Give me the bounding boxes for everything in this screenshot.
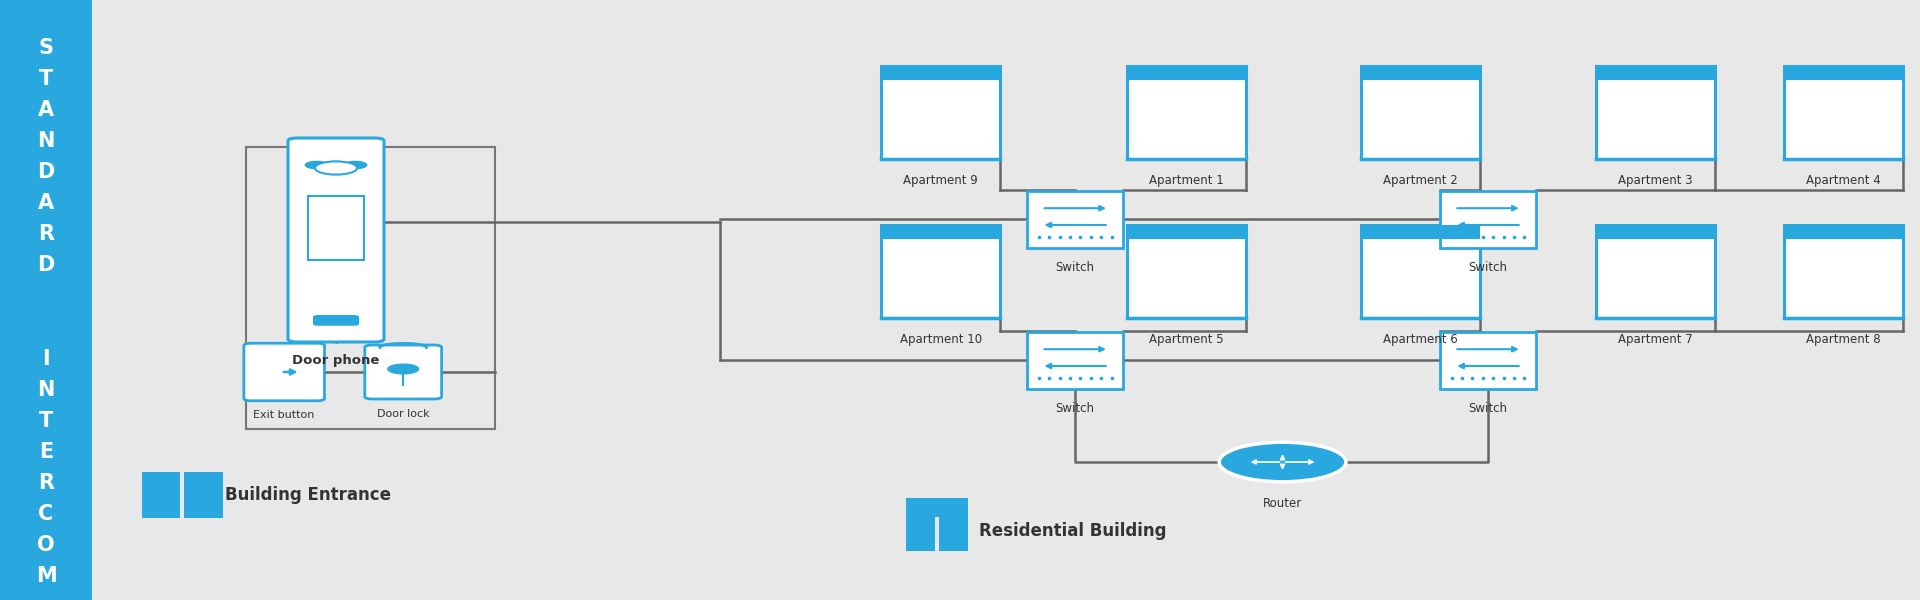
Text: O: O <box>36 535 56 555</box>
FancyBboxPatch shape <box>1784 225 1903 318</box>
Text: Apartment 8: Apartment 8 <box>1807 333 1880 346</box>
Text: Switch: Switch <box>1056 402 1094 415</box>
FancyBboxPatch shape <box>881 225 1000 318</box>
FancyBboxPatch shape <box>1596 225 1715 318</box>
Text: E: E <box>38 442 54 462</box>
Text: C: C <box>38 504 54 524</box>
Circle shape <box>324 161 348 169</box>
FancyBboxPatch shape <box>365 345 442 399</box>
Text: D: D <box>38 256 54 275</box>
Text: Switch: Switch <box>1469 402 1507 415</box>
Text: Building Entrance: Building Entrance <box>225 486 390 504</box>
Text: N: N <box>36 131 56 151</box>
FancyBboxPatch shape <box>1027 331 1123 389</box>
Text: Apartment 5: Apartment 5 <box>1150 333 1223 346</box>
Text: Apartment 4: Apartment 4 <box>1807 174 1880 187</box>
Text: Door phone: Door phone <box>292 354 380 367</box>
FancyBboxPatch shape <box>244 343 324 401</box>
Circle shape <box>388 364 419 374</box>
Text: R: R <box>38 224 54 244</box>
Text: N: N <box>36 380 56 400</box>
FancyBboxPatch shape <box>1361 225 1480 318</box>
Text: Door lock: Door lock <box>376 409 430 419</box>
FancyBboxPatch shape <box>1784 225 1903 239</box>
FancyBboxPatch shape <box>1596 66 1715 159</box>
FancyBboxPatch shape <box>906 497 968 517</box>
FancyBboxPatch shape <box>1361 225 1480 239</box>
Text: A: A <box>38 100 54 120</box>
FancyBboxPatch shape <box>1127 66 1246 80</box>
Text: Switch: Switch <box>1056 260 1094 274</box>
FancyBboxPatch shape <box>309 196 363 260</box>
Text: Apartment 1: Apartment 1 <box>1150 174 1223 187</box>
FancyBboxPatch shape <box>939 511 968 551</box>
Text: A: A <box>38 193 54 213</box>
Circle shape <box>315 161 357 175</box>
FancyBboxPatch shape <box>1027 191 1123 247</box>
Text: I: I <box>42 349 50 368</box>
FancyBboxPatch shape <box>1440 191 1536 247</box>
FancyBboxPatch shape <box>1127 225 1246 318</box>
Text: Apartment 2: Apartment 2 <box>1384 174 1457 187</box>
FancyBboxPatch shape <box>1127 225 1246 239</box>
FancyBboxPatch shape <box>0 0 92 600</box>
Text: Apartment 7: Apartment 7 <box>1619 333 1692 346</box>
FancyBboxPatch shape <box>1596 66 1715 80</box>
Text: M: M <box>36 566 56 586</box>
FancyBboxPatch shape <box>1361 66 1480 159</box>
Text: Router: Router <box>1263 497 1302 510</box>
FancyBboxPatch shape <box>1596 225 1715 239</box>
Text: Switch: Switch <box>1469 260 1507 274</box>
Circle shape <box>305 161 328 169</box>
Text: Apartment 3: Apartment 3 <box>1619 174 1692 187</box>
Text: S: S <box>38 38 54 58</box>
FancyBboxPatch shape <box>1784 66 1903 80</box>
FancyBboxPatch shape <box>1440 331 1536 389</box>
FancyBboxPatch shape <box>1127 66 1246 159</box>
FancyBboxPatch shape <box>881 66 1000 159</box>
Text: Apartment 10: Apartment 10 <box>900 333 981 346</box>
Text: R: R <box>38 473 54 493</box>
Text: Exit button: Exit button <box>253 410 315 421</box>
Text: Residential Building: Residential Building <box>979 522 1167 540</box>
FancyBboxPatch shape <box>288 138 384 342</box>
Circle shape <box>1219 442 1346 482</box>
FancyBboxPatch shape <box>184 472 223 518</box>
FancyBboxPatch shape <box>313 315 359 326</box>
Text: T: T <box>38 411 54 431</box>
Text: D: D <box>38 162 54 182</box>
Circle shape <box>344 161 367 169</box>
FancyBboxPatch shape <box>906 511 935 551</box>
FancyBboxPatch shape <box>881 225 1000 239</box>
FancyBboxPatch shape <box>142 472 180 518</box>
Text: T: T <box>38 69 54 89</box>
Text: Apartment 9: Apartment 9 <box>904 174 977 187</box>
FancyBboxPatch shape <box>1361 66 1480 80</box>
FancyBboxPatch shape <box>1784 66 1903 159</box>
Text: Apartment 6: Apartment 6 <box>1384 333 1457 346</box>
FancyBboxPatch shape <box>881 66 1000 80</box>
